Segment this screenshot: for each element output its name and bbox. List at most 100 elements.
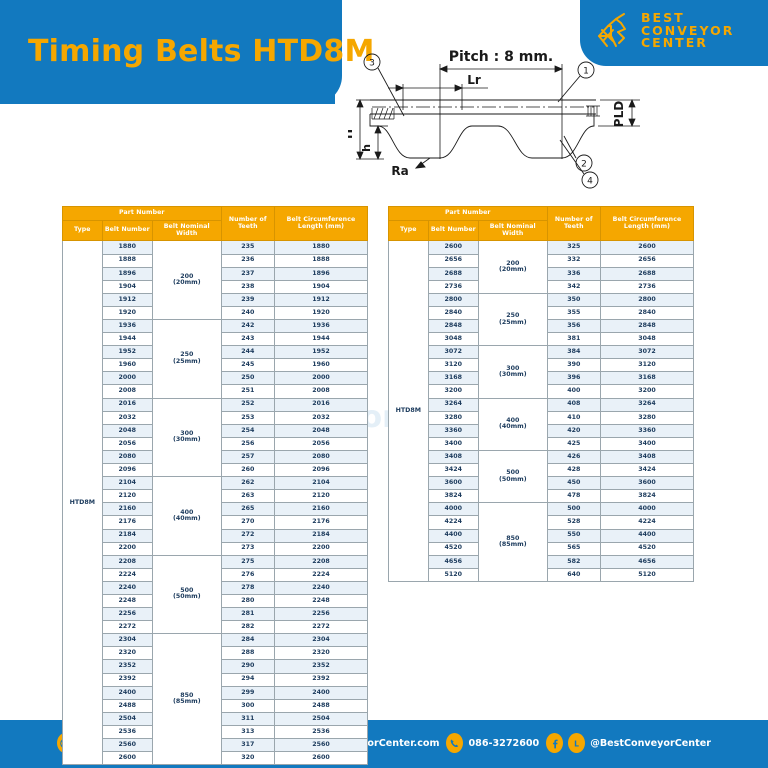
cell-number-of-teeth: 254 <box>220 423 275 438</box>
brand-logo-block[interactable]: BEST CONVEYOR CENTER <box>580 0 768 66</box>
table-row: 3408 500 (50mm) 426 3408 <box>389 449 695 504</box>
cell-belt-circumference: 2488 <box>273 698 369 713</box>
th-number-of-teeth: Number of Teeth <box>546 205 601 242</box>
cell-belt-circumference: 3264 <box>599 397 695 412</box>
spec-table-left: Part Number Number of Teeth Belt Circumf… <box>62 205 369 766</box>
table-row: 3168 396 3168 <box>389 371 695 386</box>
cell-belt-circumference: 1904 <box>273 279 369 294</box>
footer-social[interactable]: L @BestConveyorCenter <box>546 733 711 753</box>
table-row: 2488 300 2488 <box>63 698 369 713</box>
cell-belt-number: 2688 <box>427 266 479 281</box>
diagram-pitch-label: Pitch : 8 mm. <box>449 49 553 65</box>
table-row: 4224 528 4224 <box>389 515 695 530</box>
cell-belt-circumference: 2536 <box>273 724 369 740</box>
cell-number-of-teeth: 260 <box>220 463 275 478</box>
facebook-icon[interactable] <box>546 733 564 753</box>
cell-belt-circumference: 3360 <box>599 423 695 438</box>
cell-number-of-teeth: 273 <box>220 541 275 556</box>
cell-number-of-teeth: 236 <box>220 253 275 268</box>
cell-number-of-teeth: 390 <box>546 358 601 373</box>
table-header-left: Part Number Number of Teeth Belt Circumf… <box>62 205 369 242</box>
cell-number-of-teeth: 426 <box>546 449 601 465</box>
cell-number-of-teeth: 336 <box>546 266 601 281</box>
table-row: 2104 400 (40mm) 262 2104 <box>63 476 369 556</box>
cell-number-of-teeth: 355 <box>546 305 601 321</box>
cell-belt-number: 2600 <box>427 240 479 255</box>
cell-belt-nominal-width: 300 (30mm) <box>477 345 548 399</box>
cell-belt-circumference: 4520 <box>599 541 695 556</box>
cell-belt-circumference: 2688 <box>599 266 695 281</box>
cell-belt-circumference: 3824 <box>599 489 695 504</box>
cell-belt-circumference: 2320 <box>273 646 369 661</box>
cell-number-of-teeth: 410 <box>546 410 601 425</box>
table-row: 2736 342 2736 <box>389 279 695 294</box>
cell-belt-number: 2208 <box>101 554 153 569</box>
diagram-h-label: H <box>348 129 355 139</box>
cell-number-of-teeth: 317 <box>220 737 275 753</box>
footer-phone[interactable]: 086-3272600 <box>446 733 539 753</box>
cell-number-of-teeth: 238 <box>220 279 275 294</box>
cell-belt-number: 3168 <box>427 371 479 386</box>
footer-divider <box>0 718 768 720</box>
cell-belt-number: 2504 <box>101 711 153 726</box>
cell-number-of-teeth: 450 <box>546 476 601 491</box>
table-row: 2184 272 2184 <box>63 528 369 543</box>
diagram-lr-label: Lr <box>467 73 481 87</box>
cell-number-of-teeth: 265 <box>220 502 275 517</box>
table-row: 1960 245 1960 <box>63 358 369 373</box>
table-row: 2008 251 2008 <box>63 384 369 399</box>
cell-belt-number: 4400 <box>427 528 479 543</box>
table-row: 2208 500 (50mm) 275 2208 <box>63 554 369 635</box>
cell-belt-number: 2848 <box>427 318 479 334</box>
cell-belt-number: 2400 <box>101 685 153 700</box>
table-body-right: HTD8M 2600 200 (20mm) 325 2600 2656 332 2656 2688… <box>388 240 695 582</box>
table-row: 2600 320 2600 <box>63 751 369 766</box>
cell-belt-number: 2600 <box>101 751 153 766</box>
cell-belt-circumference: 2352 <box>273 659 369 674</box>
title-block: Timing Belts HTD8M <box>0 0 374 104</box>
cell-belt-number: 1904 <box>101 279 153 294</box>
cell-number-of-teeth: 294 <box>220 672 275 687</box>
cell-belt-number: 2184 <box>101 528 153 543</box>
cell-number-of-teeth: 290 <box>220 659 275 674</box>
table-row: 2016 300 (30mm) 252 2016 <box>63 397 369 478</box>
cell-number-of-teeth: 270 <box>220 515 275 530</box>
cell-belt-circumference: 2800 <box>599 292 695 307</box>
cell-number-of-teeth: 288 <box>220 646 275 661</box>
cell-belt-circumference: 1896 <box>273 266 369 281</box>
cell-belt-circumference: 1912 <box>273 292 369 307</box>
cell-belt-circumference: 2848 <box>599 318 695 334</box>
cell-belt-nominal-width: 250 (25mm) <box>477 292 548 347</box>
cell-number-of-teeth: 420 <box>546 423 601 438</box>
cell-number-of-teeth: 280 <box>220 593 275 609</box>
line-icon[interactable]: L <box>568 733 586 753</box>
cell-belt-circumference: 2160 <box>273 502 369 517</box>
cell-belt-number: 2048 <box>101 423 153 438</box>
table-row: 2120 263 2120 <box>63 489 369 504</box>
cell-belt-number: 2736 <box>427 279 479 294</box>
spec-table-right: Part Number Number of Teeth Belt Circumf… <box>388 205 695 582</box>
cell-number-of-teeth: 240 <box>220 305 275 321</box>
table-row: 3360 420 3360 <box>389 423 695 438</box>
table-row: HTD8M 1880 200 (20mm) 235 1880 <box>62 240 369 766</box>
cell-belt-number: 3824 <box>427 489 479 504</box>
cell-belt-nominal-width: 850 (85mm) <box>477 502 548 582</box>
th-type: Type <box>388 219 429 242</box>
cell-belt-circumference: 3120 <box>599 358 695 373</box>
cell-belt-number: 3408 <box>427 449 479 465</box>
cell-belt-circumference: 2392 <box>273 672 369 687</box>
page-title: Timing Belts HTD8M <box>28 34 375 69</box>
table-row: 1944 243 1944 <box>63 332 369 347</box>
cell-belt-number: 4520 <box>427 541 479 556</box>
table-row: 2176 270 2176 <box>63 515 369 530</box>
cell-belt-circumference: 1944 <box>273 332 369 347</box>
cell-number-of-teeth: 320 <box>220 751 275 766</box>
cell-belt-number: 2104 <box>101 476 153 491</box>
conveyor-figure-icon <box>594 10 634 52</box>
table-row: 3424 428 3424 <box>389 463 695 478</box>
cell-number-of-teeth: 251 <box>220 384 275 399</box>
cell-belt-circumference: 2656 <box>599 253 695 268</box>
table-row: 3200 400 3200 <box>389 384 695 399</box>
cell-number-of-teeth: 272 <box>220 528 275 543</box>
